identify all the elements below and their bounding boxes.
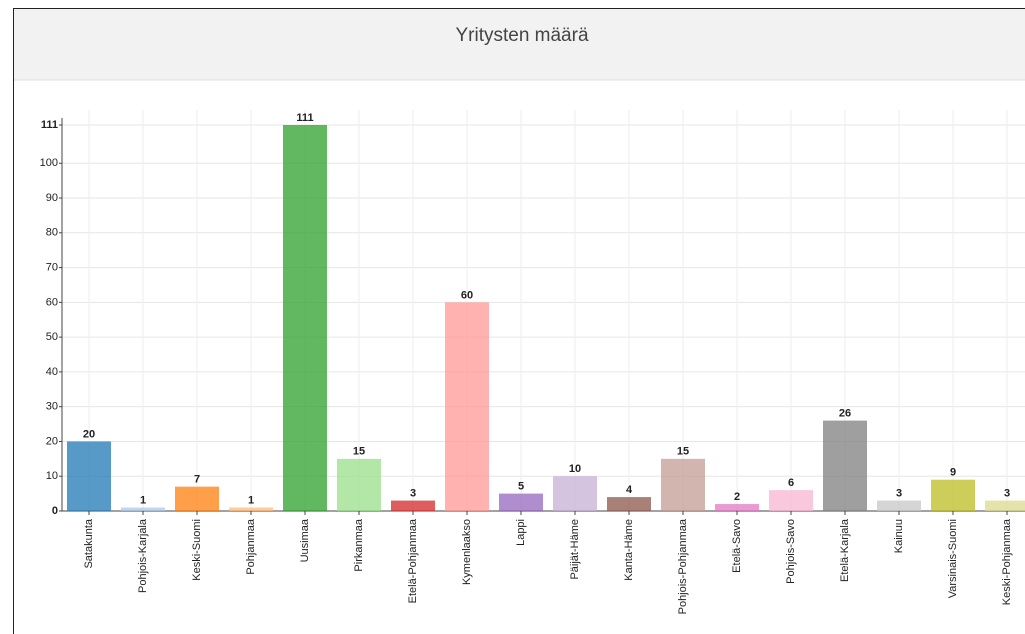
bar (499, 493, 543, 511)
bar (283, 125, 327, 511)
panel (13, 8, 1025, 634)
x-tick-label: Kanta-Häme (623, 519, 635, 581)
bar (985, 500, 1025, 511)
x-tick-label: Pohjanmaa (245, 518, 257, 575)
bar (607, 497, 651, 511)
x-tick-label: Varsinais-Suomi (947, 519, 959, 598)
x-tick-label: Lappi (515, 519, 527, 546)
value-label: 10 (569, 463, 581, 475)
y-tick-label: 90 (46, 192, 58, 204)
bar (337, 458, 381, 511)
value-label: 7 (194, 474, 200, 486)
value-label: 20 (83, 428, 95, 440)
value-label: 3 (1004, 487, 1010, 499)
x-tick-label: Pirkanmaa (353, 518, 365, 571)
x-tick-label: Keski-Pohjanmaa (1001, 518, 1013, 605)
bar (229, 507, 273, 511)
x-tick-label: Kainuu (893, 519, 905, 553)
value-label: 1 (140, 494, 146, 506)
x-tick-label: Keski-Suomi (191, 519, 203, 581)
y-tick-label: 30 (46, 401, 58, 413)
value-label: 3 (410, 487, 416, 499)
bar (175, 486, 219, 511)
y-tick-label: 111 (41, 119, 58, 131)
x-tick-label: Kymenlaakso (461, 519, 473, 585)
bar (715, 504, 759, 511)
y-tick-label: 50 (46, 331, 58, 343)
bar (931, 479, 975, 511)
y-tick-label: 100 (40, 157, 58, 169)
chart-title: Yritysten määrä (455, 25, 588, 46)
plot: 0 10 20 30 40 50 60 70 80 90 100 111 Satakunta 20 Pohj… (40, 110, 1025, 614)
y-tick-label: 80 (46, 227, 58, 239)
x-tick-label: Pohjois-Karjala (137, 518, 149, 593)
y-tick-label: 60 (46, 296, 58, 308)
x-tick-label: Päijät-Häme (569, 519, 581, 580)
y-tick-label: 0 (52, 505, 58, 517)
panel-header (14, 9, 1025, 80)
x-tick-label: Satakunta (83, 518, 95, 568)
value-label: 1 (248, 494, 254, 506)
bar (67, 441, 111, 511)
x-tick-label: Pohjois-Savo (785, 519, 797, 584)
value-label: 2 (734, 491, 740, 503)
x-tick-label: Etelä-Savo (731, 519, 743, 573)
value-label: 3 (896, 487, 902, 499)
bar (661, 458, 705, 511)
y-tick-label: 40 (46, 366, 58, 378)
value-label: 60 (461, 289, 473, 301)
value-label: 26 (839, 407, 851, 419)
bar (121, 507, 165, 511)
bar (823, 420, 867, 511)
bar (877, 500, 921, 511)
value-label: 15 (353, 446, 365, 458)
value-label: 6 (788, 477, 794, 489)
value-label: 4 (626, 484, 633, 496)
value-label: 9 (950, 467, 956, 479)
y-tick-label: 10 (46, 470, 58, 482)
y-tick-label: 70 (46, 261, 58, 273)
y-tick-label: 20 (46, 435, 58, 447)
bar (553, 476, 597, 511)
x-tick-label: Pohjois-Pohjanmaa (677, 518, 689, 614)
bar (391, 500, 435, 511)
value-label: 5 (518, 481, 524, 493)
bar (769, 490, 813, 511)
x-tick-label: Etelä-Pohjanmaa (407, 518, 419, 603)
x-tick-label: Uusimaa (299, 518, 311, 562)
bar (445, 302, 489, 511)
value-label: 15 (677, 446, 689, 458)
x-tick-label: Etelä-Karjala (839, 518, 851, 582)
value-label: 111 (296, 112, 313, 124)
